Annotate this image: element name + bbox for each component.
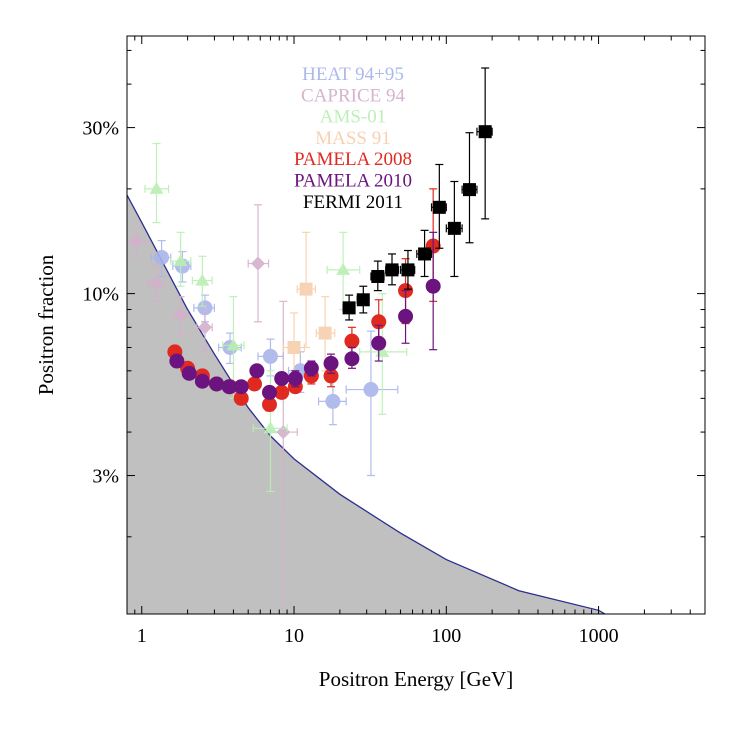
- data-point: [149, 181, 164, 194]
- legend-entry-caprice-94: CAPRICE 94: [301, 85, 405, 106]
- data-point: [173, 254, 188, 267]
- data-point: [263, 421, 278, 434]
- data-point: [246, 376, 262, 392]
- data-point: [425, 278, 441, 294]
- legend-entry-ams-01: AMS-01: [320, 107, 387, 128]
- data-point: [447, 221, 461, 235]
- data-point: [342, 301, 356, 315]
- data-point: [323, 355, 339, 371]
- data-point: [371, 269, 385, 283]
- data-point: [299, 282, 313, 296]
- data-point: [261, 397, 277, 413]
- y-axis-title: Positron fraction: [34, 254, 58, 395]
- x-axis-title: Positron Energy [GeV]: [319, 667, 513, 691]
- data-point: [209, 376, 225, 392]
- data-point: [336, 262, 351, 275]
- data-point: [318, 326, 332, 340]
- data-point: [129, 234, 144, 249]
- data-point: [344, 351, 360, 367]
- x-tick-label: 100: [431, 625, 461, 647]
- axis-ticks: 1 10 100 1000 3% 10% 30%: [82, 36, 706, 647]
- data-point: [251, 256, 266, 271]
- legend-entry-fermi-2011: FERMI 2011: [303, 192, 403, 213]
- series-fermi-2011: [342, 67, 493, 321]
- data-point: [344, 333, 360, 349]
- data-point: [418, 247, 432, 261]
- data-point: [233, 390, 249, 406]
- data-point: [462, 183, 476, 197]
- y-tick-label: 30%: [82, 118, 119, 140]
- data-point: [363, 382, 379, 398]
- data-point: [287, 341, 301, 355]
- series-pamela-2010: [169, 231, 441, 400]
- plot-frame: [126, 35, 706, 615]
- data-point: [287, 371, 303, 387]
- data-point: [169, 353, 185, 369]
- legend-entry-pamela-2008: PAMELA 2008: [294, 149, 412, 170]
- data-point: [274, 371, 290, 387]
- data-point: [325, 393, 341, 409]
- data-point: [154, 249, 170, 265]
- shaded-region: [127, 195, 605, 614]
- data-point: [262, 348, 278, 364]
- data-marks: [127, 67, 493, 614]
- data-point: [233, 379, 249, 395]
- legend-entry-heat-94-95: HEAT 94+95: [302, 64, 404, 85]
- data-point: [303, 360, 319, 376]
- legend-entry-mass-91: MASS 91: [315, 128, 391, 149]
- data-point: [261, 384, 277, 400]
- data-point: [323, 368, 339, 384]
- y-tick-label: 10%: [82, 284, 119, 306]
- legend-entry-pamela-2010: PAMELA 2010: [294, 171, 412, 192]
- x-tick-label: 1: [137, 625, 147, 647]
- data-point: [478, 125, 492, 139]
- data-point: [432, 200, 446, 214]
- y-tick-label: 3%: [92, 466, 119, 488]
- data-point: [181, 365, 197, 381]
- shaded-region-boundary-line: [127, 194, 607, 614]
- data-point: [385, 263, 399, 277]
- data-point: [401, 263, 415, 277]
- data-point: [371, 335, 387, 351]
- data-point: [398, 308, 414, 324]
- x-tick-label: 10: [284, 625, 304, 647]
- data-point: [221, 379, 237, 395]
- x-tick-label: 1000: [579, 625, 619, 647]
- data-point: [194, 373, 210, 389]
- data-point: [173, 307, 188, 322]
- data-point: [356, 293, 370, 307]
- data-point: [195, 273, 210, 286]
- data-point: [149, 276, 164, 291]
- data-point: [274, 384, 290, 400]
- data-point: [249, 363, 265, 379]
- data-point: [197, 320, 212, 335]
- series-mass-91: [282, 231, 336, 385]
- data-point: [226, 338, 241, 351]
